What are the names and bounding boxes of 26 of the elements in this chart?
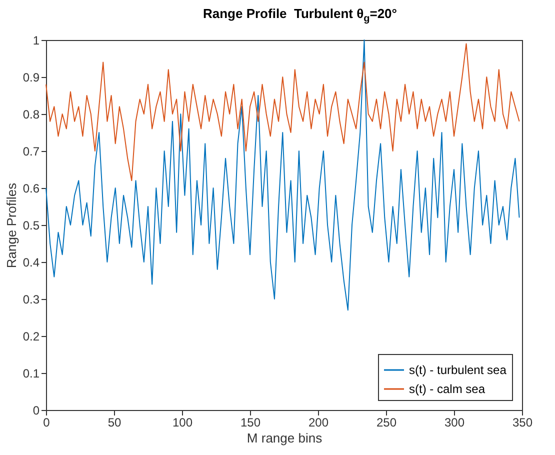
x-tick-label: 200 (308, 416, 329, 430)
y-tick-label: 0.9 (22, 70, 40, 84)
x-tick-label: 0 (43, 416, 50, 430)
x-tick-label: 150 (240, 416, 261, 430)
x-axis-title: M range bins (246, 430, 323, 446)
y-axis-title: Range Profiles (4, 182, 19, 268)
chart-title: Range Profile Turbulent θ$_{g}$=20° (202, 6, 398, 25)
y-tick-label: 0.6 (22, 182, 40, 196)
x-tick-label: 100 (172, 416, 193, 430)
y-tick-label: 0 (32, 404, 40, 418)
line-series (46, 40, 520, 311)
y-tick-label: 0.3 (22, 292, 40, 306)
y-tick-label: 0.5 (22, 218, 40, 232)
y-tick-label: 1 (32, 34, 40, 48)
y-tick-label: 0.7 (22, 144, 40, 158)
x-tick-label: 50 (108, 416, 122, 430)
y-tick-label: 0.8 (22, 108, 40, 122)
line-series (46, 43, 520, 182)
legend-label: s(t) - calm sea (409, 382, 486, 396)
legend-label: s(t) - turbulent sea (409, 363, 507, 377)
x-tick-label: 300 (444, 416, 465, 430)
y-tick-label: 0.1 (22, 366, 40, 380)
x-tick-label: 250 (376, 416, 397, 430)
y-tick-label: 0.2 (22, 330, 40, 344)
x-tick-label: 350 (512, 416, 533, 430)
y-tick-label: 0.4 (22, 256, 40, 270)
